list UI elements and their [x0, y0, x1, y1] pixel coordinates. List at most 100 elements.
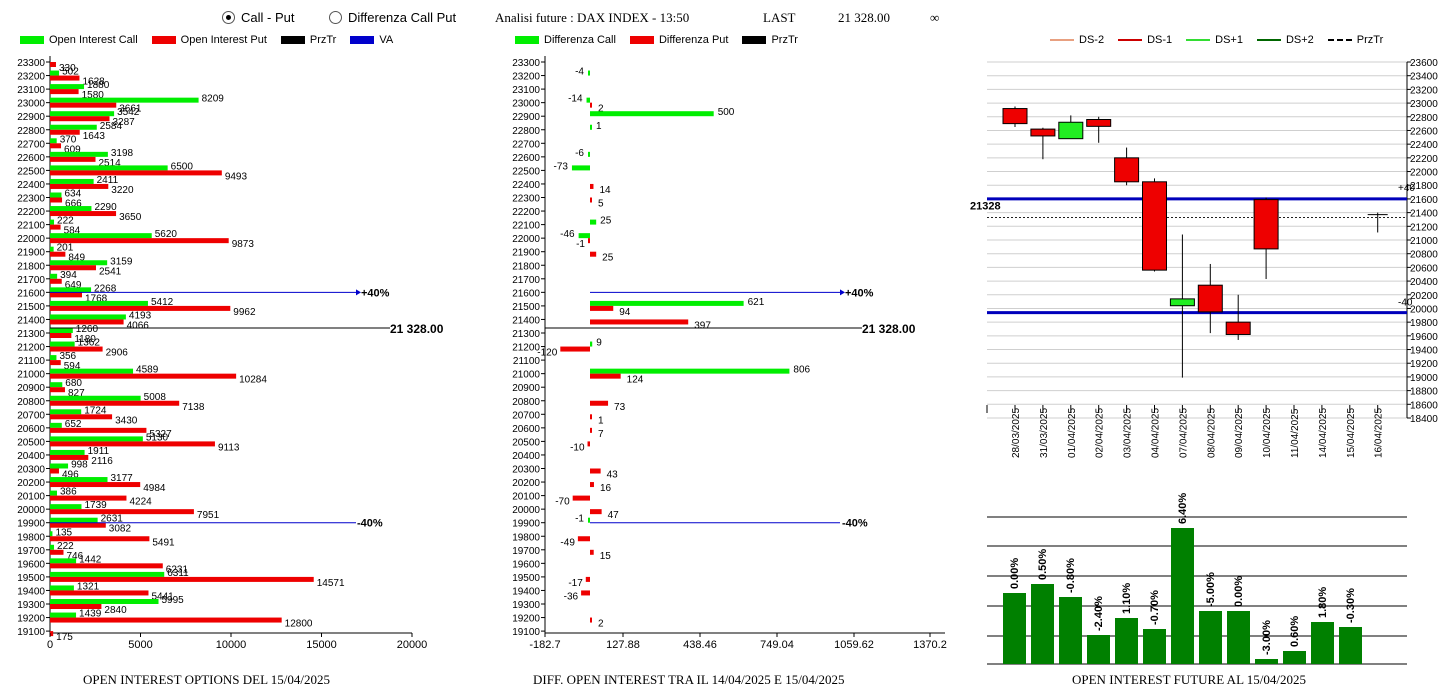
chart2-call-value: -46	[560, 229, 575, 240]
chart1-va-lower-label: -40%	[357, 518, 383, 530]
chart2-strike-label: 20800	[512, 397, 540, 408]
chart3-candle-body	[1114, 157, 1140, 183]
chart2-call-value: 500	[718, 107, 735, 118]
chart1-put-bar	[50, 576, 314, 582]
chart2-put-value: 7	[598, 429, 604, 440]
chart1-put-bar	[50, 319, 124, 325]
chart2-put-bar	[590, 617, 592, 623]
chart1-strike-label: 19100	[17, 627, 45, 638]
legend-ds-plus2-label: DS+2	[1285, 34, 1314, 46]
chart2-strike-label: 20500	[512, 437, 540, 448]
chart2-put-value: -10	[570, 442, 585, 453]
chart1-last-label: 21 328.00	[390, 322, 444, 336]
chart2-put-bar	[590, 549, 594, 555]
chart2-put-bar	[590, 509, 602, 515]
chart1-strike-label: 20500	[17, 437, 45, 448]
chart3-y-tick-label: 21400	[1410, 209, 1438, 220]
chart1-call-bar	[50, 531, 53, 537]
chart1-strike-label: 20200	[17, 478, 45, 489]
radio-differenza-label: Differenza Call Put	[348, 10, 457, 25]
chart2-call-value: 806	[793, 365, 810, 376]
chart1-put-value: 3430	[115, 415, 138, 426]
legend-candle-przTr-label: PrzTr	[1356, 34, 1384, 46]
chart2-last-label: 21 328.00	[862, 322, 916, 336]
chart2-put-value: 43	[607, 470, 619, 481]
chart1-put-bar	[50, 631, 54, 637]
chart1-call-value: 1442	[79, 554, 102, 565]
chart3-date-label: 31/03/2025	[1039, 408, 1050, 458]
chart1-call-bar	[50, 165, 168, 171]
chart1-strike-label: 19500	[17, 573, 45, 584]
chart2-strike-label: 20400	[512, 451, 540, 462]
chart2-put-value: -70	[555, 497, 570, 508]
chart2-va-lower-label: -40%	[842, 518, 868, 530]
chart1-put-value: 14571	[317, 578, 345, 589]
chart1-call-bar	[50, 111, 115, 117]
chart2-strike-label: 22200	[512, 207, 540, 218]
chart1-put-value: 496	[62, 470, 79, 481]
chart1-call-bar	[50, 206, 92, 212]
chart1-put-value: 3287	[112, 117, 135, 128]
chart3-date-label: 01/04/2025	[1067, 408, 1078, 458]
chart1-call-value: 2268	[94, 283, 117, 294]
chart1-strike-label: 22000	[17, 234, 45, 245]
chart1-call-bar	[50, 409, 82, 415]
chart2-put-value: 47	[608, 510, 620, 521]
chart2-strike-label: 19700	[512, 546, 540, 557]
chart3-y-tick-label: 22000	[1410, 168, 1438, 179]
chart2-put-bar	[585, 576, 590, 582]
chart2-strike-label: 22600	[512, 153, 540, 164]
legend-candles: DS-2 DS-1 DS+1 DS+2 PrzTr	[1050, 34, 1397, 46]
radio-call-put[interactable]: Call - Put	[222, 10, 294, 25]
chart1-put-bar	[50, 522, 106, 528]
chart1-call-value: 1911	[88, 446, 110, 457]
chart1-put-bar	[50, 129, 80, 135]
radio-selected-icon[interactable]	[222, 11, 235, 24]
chart2-put-bar	[572, 495, 590, 501]
chart3-date-label: 15/04/2025	[1346, 408, 1357, 458]
radio-differenza[interactable]: Differenza Call Put	[329, 10, 456, 25]
chart3-y-tick-label: 19400	[1410, 346, 1438, 357]
chart1-strike-label: 20700	[17, 410, 45, 421]
chart1-call-value: 5620	[155, 229, 178, 240]
chart2-strike-label: 21500	[512, 302, 540, 313]
chart1-call-value: 1439	[79, 609, 102, 620]
chart1-x-tick-label: 10000	[216, 639, 247, 651]
chart1-call-bar	[50, 84, 85, 90]
chart1-strike-label: 19800	[17, 532, 45, 543]
legend-diff-przTr: PrzTr	[742, 34, 798, 46]
legend-va-label: VA	[379, 34, 394, 46]
chart2-strike-label: 21100	[513, 356, 541, 367]
chart3-candle-body	[1197, 284, 1223, 313]
chart1-call-value: 634	[64, 189, 81, 200]
analysis-title: Analisi future : DAX INDEX - 13:50	[495, 10, 690, 25]
chart2-strike-label: 21000	[512, 370, 540, 381]
chart1-call-value: 3159	[110, 256, 133, 267]
chart2-call-value: -14	[568, 94, 583, 105]
chart1-put-bar	[50, 89, 79, 95]
chart1-put-bar	[50, 143, 62, 149]
radio-unselected-icon[interactable]	[329, 11, 342, 24]
chart4-bar-label: 6.40%	[1177, 493, 1189, 524]
chart2-put-bar	[581, 590, 590, 596]
chart2-put-value: -36	[564, 591, 579, 602]
chart3-candle-body	[1225, 321, 1251, 335]
chart2-x-tick-label: -182.7	[529, 639, 560, 651]
chart2-x-tick-label: 127.88	[606, 639, 640, 651]
chart2-call-value: 1	[596, 121, 602, 132]
chart3-date-label: 11/04/2025	[1290, 408, 1301, 458]
chart1-put-bar	[50, 549, 64, 555]
legend-ds-plus1: DS+1	[1186, 34, 1243, 46]
legend-call-label: Open Interest Call	[49, 34, 138, 46]
chart2-call-bar	[590, 219, 597, 225]
chart1-put-bar	[50, 102, 117, 108]
chart2-strike-label: 19300	[512, 600, 540, 611]
chart1-call-bar	[50, 436, 143, 442]
chart1-put-bar	[50, 278, 62, 284]
chart1-strike-label: 21200	[17, 343, 45, 354]
chart1-call-bar	[50, 233, 152, 239]
chart1-call-bar	[50, 260, 108, 266]
chart3-last-label: 21328	[970, 201, 1001, 213]
chart4-bar-label: 1.80%	[1317, 587, 1329, 618]
chart2-put-value: 14	[599, 185, 611, 196]
